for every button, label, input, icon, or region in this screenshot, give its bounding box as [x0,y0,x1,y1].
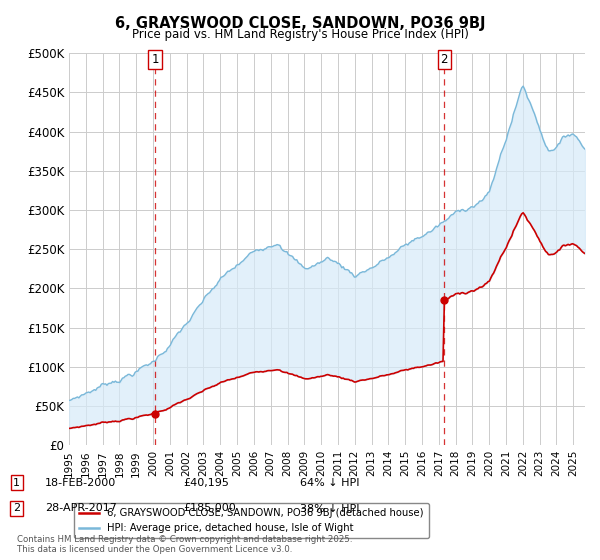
Text: Contains HM Land Registry data © Crown copyright and database right 2025.
This d: Contains HM Land Registry data © Crown c… [17,535,352,554]
Text: 6, GRAYSWOOD CLOSE, SANDOWN, PO36 9BJ: 6, GRAYSWOOD CLOSE, SANDOWN, PO36 9BJ [115,16,485,31]
Text: 2: 2 [13,503,20,514]
Text: 64% ↓ HPI: 64% ↓ HPI [300,478,359,488]
Text: 38% ↓ HPI: 38% ↓ HPI [300,503,359,514]
Text: Price paid vs. HM Land Registry's House Price Index (HPI): Price paid vs. HM Land Registry's House … [131,28,469,41]
Text: 18-FEB-2000: 18-FEB-2000 [45,478,116,488]
Text: £185,000: £185,000 [183,503,236,514]
Text: 28-APR-2017: 28-APR-2017 [45,503,117,514]
Text: 1: 1 [13,478,20,488]
Text: 2: 2 [440,53,448,66]
Text: £40,195: £40,195 [183,478,229,488]
Text: 1: 1 [151,53,159,66]
Legend: 6, GRAYSWOOD CLOSE, SANDOWN, PO36 9BJ (detached house), HPI: Average price, deta: 6, GRAYSWOOD CLOSE, SANDOWN, PO36 9BJ (d… [74,503,428,538]
